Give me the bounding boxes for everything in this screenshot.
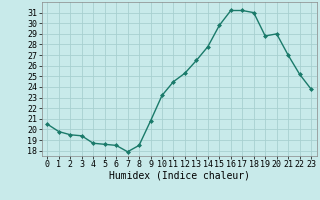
X-axis label: Humidex (Indice chaleur): Humidex (Indice chaleur) <box>109 171 250 181</box>
